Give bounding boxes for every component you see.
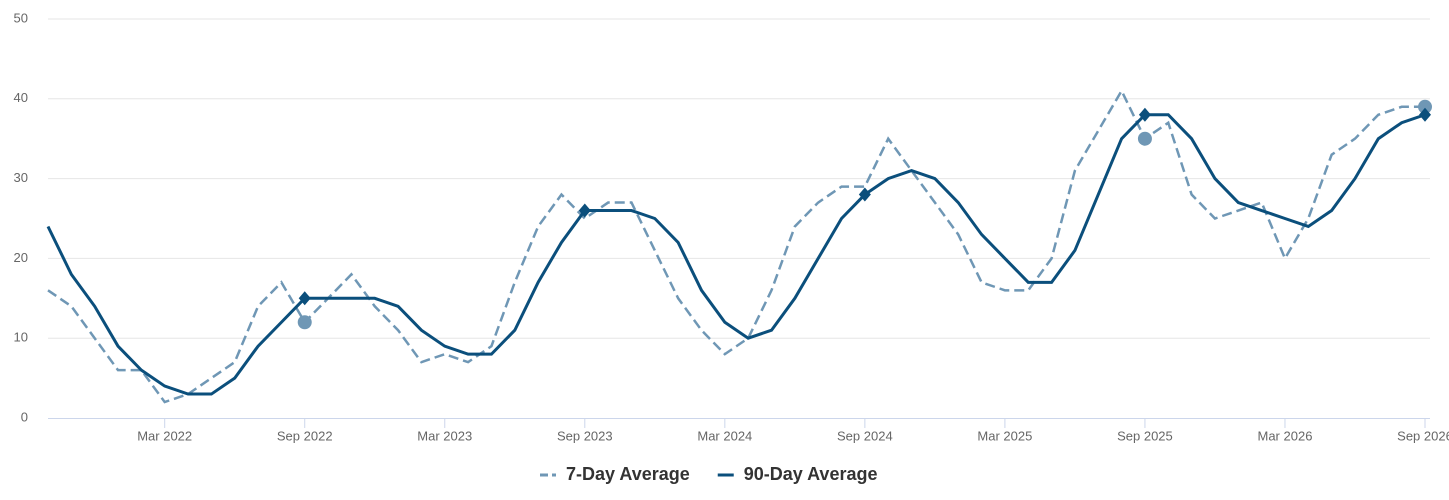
point-marker — [1419, 107, 1431, 122]
x-tick-label: Mar 2022 — [137, 428, 192, 443]
point-marker — [578, 203, 591, 218]
y-tick-label: 30 — [14, 170, 28, 185]
y-tick-label: 50 — [14, 10, 28, 25]
x-tick-label: Mar 2026 — [1258, 428, 1313, 443]
legend-label: 90-Day Average — [744, 464, 878, 484]
x-tick-label: Sep 2023 — [557, 428, 613, 443]
series-line — [47, 88, 1425, 404]
x-tick-label: Mar 2024 — [697, 428, 752, 443]
x-tick-label: Sep 2026 — [1397, 428, 1449, 443]
point-marker — [1138, 107, 1151, 122]
point-marker — [858, 187, 871, 202]
point-marker — [298, 291, 311, 306]
y-tick-label: 40 — [14, 90, 28, 105]
legend: 7-Day Average 90-Day Average — [540, 464, 877, 484]
legend-label: 7-Day Average — [566, 464, 690, 484]
point-marker — [1418, 99, 1432, 114]
y-tick-label: 10 — [14, 330, 28, 345]
y-tick-label: 20 — [14, 250, 28, 265]
series-line — [46, 113, 1426, 396]
x-tick-label: Mar 2025 — [977, 428, 1032, 443]
x-tick-label: Sep 2025 — [1117, 428, 1173, 443]
x-tick-label: Sep 2022 — [277, 428, 333, 443]
x-tick-label: Mar 2023 — [417, 428, 472, 443]
point-marker — [297, 315, 312, 330]
x-tick-label: Sep 2024 — [837, 428, 893, 443]
point-marker — [1137, 131, 1152, 146]
y-tick-label: 0 — [21, 409, 28, 424]
